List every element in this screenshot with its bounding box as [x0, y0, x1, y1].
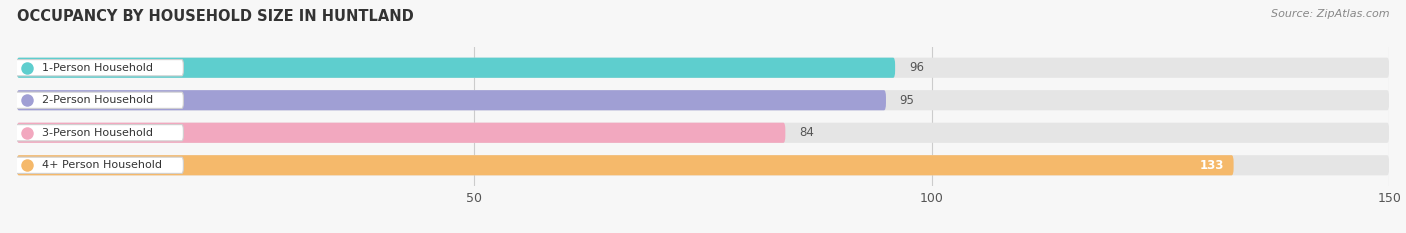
FancyBboxPatch shape: [17, 123, 786, 143]
Text: 3-Person Household: 3-Person Household: [42, 128, 153, 138]
Text: 96: 96: [908, 61, 924, 74]
FancyBboxPatch shape: [17, 90, 886, 110]
Text: 1-Person Household: 1-Person Household: [42, 63, 153, 73]
Text: Source: ZipAtlas.com: Source: ZipAtlas.com: [1271, 9, 1389, 19]
Text: 95: 95: [900, 94, 914, 107]
FancyBboxPatch shape: [14, 92, 183, 108]
FancyBboxPatch shape: [14, 157, 183, 173]
FancyBboxPatch shape: [17, 58, 896, 78]
FancyBboxPatch shape: [14, 60, 183, 76]
FancyBboxPatch shape: [17, 123, 1389, 143]
FancyBboxPatch shape: [17, 90, 1389, 110]
Text: 84: 84: [799, 126, 814, 139]
FancyBboxPatch shape: [17, 155, 1389, 175]
Text: OCCUPANCY BY HOUSEHOLD SIZE IN HUNTLAND: OCCUPANCY BY HOUSEHOLD SIZE IN HUNTLAND: [17, 9, 413, 24]
FancyBboxPatch shape: [17, 155, 1233, 175]
FancyBboxPatch shape: [14, 125, 183, 141]
Text: 4+ Person Household: 4+ Person Household: [42, 160, 162, 170]
Text: 133: 133: [1201, 159, 1225, 172]
Text: 2-Person Household: 2-Person Household: [42, 95, 153, 105]
FancyBboxPatch shape: [17, 58, 1389, 78]
